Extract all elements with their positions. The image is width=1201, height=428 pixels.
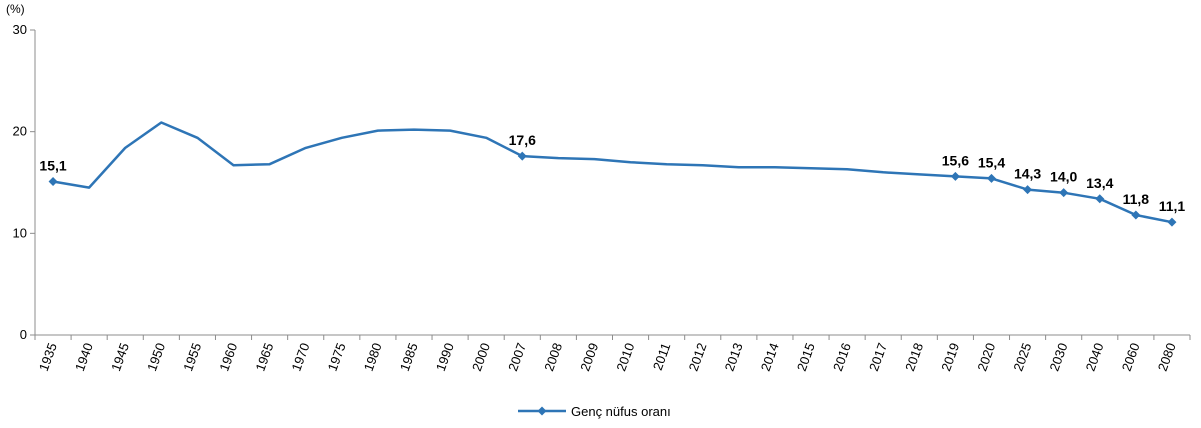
y-ticks: 0 10 20 30	[13, 22, 35, 342]
data-labels: 15,1 17,6 15,6 15,4 14,3 14,0 13,4 11,8 11,1	[39, 132, 1185, 214]
data-label: 11,8	[1123, 191, 1150, 207]
data-point-marker	[1059, 188, 1069, 198]
x-tick-label: 1985	[397, 341, 421, 373]
data-point-marker	[1131, 210, 1141, 220]
x-ticks: 1935 1940 1945 1950 1955 1960 1965 1970 1975 1980…	[34, 335, 1191, 373]
y-unit-label: (%)	[6, 2, 25, 16]
data-label: 14,3	[1014, 166, 1041, 182]
axes	[34, 30, 1190, 336]
x-tick-label: 2030	[1047, 341, 1071, 373]
x-tick-label: 1965	[252, 341, 276, 373]
data-label: 11,1	[1159, 198, 1186, 214]
data-point-marker	[1167, 217, 1177, 227]
x-tick-label: 2025	[1010, 341, 1034, 373]
x-tick-label: 2008	[541, 341, 565, 373]
y-tick-label: 30	[13, 22, 27, 37]
data-label: 15,6	[942, 152, 969, 168]
data-point-marker	[48, 176, 58, 186]
data-point-marker	[950, 171, 960, 181]
y-tick-label: 20	[13, 124, 27, 139]
x-tick-label: 2012	[686, 341, 710, 373]
x-tick-label: 2014	[758, 341, 782, 373]
legend-label: Genç nüfus oranı	[571, 404, 671, 419]
x-tick-label: 1955	[180, 341, 204, 373]
data-point-marker	[517, 151, 527, 161]
data-label: 13,4	[1086, 175, 1113, 191]
x-tick-label: 2009	[577, 341, 601, 373]
x-tick-label: 1945	[108, 341, 132, 373]
x-tick-label: 2015	[794, 341, 818, 373]
x-tick-label: 1975	[325, 341, 349, 373]
legend: Genç nüfus oranı	[518, 404, 671, 419]
x-tick-label: 2011	[650, 341, 674, 372]
x-tick-label: 2020	[974, 341, 998, 373]
data-label: 14,0	[1050, 169, 1077, 185]
x-tick-label: 2018	[902, 341, 926, 373]
x-tick-label: 2013	[722, 341, 746, 373]
x-tick-label: 2007	[505, 341, 529, 373]
x-tick-label: 2010	[613, 341, 637, 373]
data-label: 15,1	[39, 157, 66, 173]
series-line	[52, 121, 1173, 224]
data-label: 15,4	[978, 154, 1005, 170]
x-tick-label: 2040	[1083, 341, 1107, 373]
x-tick-label: 1970	[289, 341, 313, 373]
data-label: 17,6	[509, 132, 536, 148]
x-tick-label: 1960	[216, 341, 240, 373]
x-tick-label: 2080	[1155, 341, 1179, 373]
data-point-marker	[986, 173, 996, 183]
x-tick-label: 1935	[36, 341, 60, 373]
x-tick-label: 2017	[866, 341, 890, 373]
legend-marker	[537, 406, 547, 416]
x-tick-label: 2019	[938, 341, 962, 373]
series	[48, 121, 1177, 227]
x-tick-label: 1940	[72, 341, 96, 373]
x-tick-label: 1950	[144, 341, 168, 373]
x-tick-label: 2060	[1119, 341, 1143, 373]
data-point-marker	[1095, 194, 1105, 204]
x-tick-label: 2016	[830, 341, 854, 373]
x-tick-label: 1980	[361, 341, 385, 373]
y-tick-label: 0	[20, 327, 27, 342]
x-tick-label: 2000	[469, 341, 493, 373]
data-point-marker	[1023, 185, 1033, 195]
y-tick-label: 10	[13, 225, 27, 240]
x-tick-label: 1990	[433, 341, 457, 373]
